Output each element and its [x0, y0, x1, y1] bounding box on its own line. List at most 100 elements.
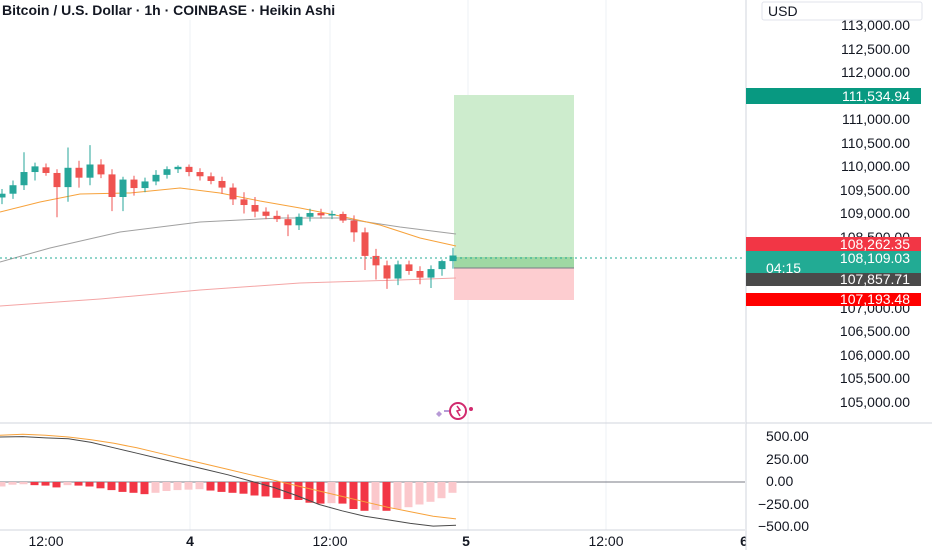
current-price-tag[interactable] [746, 251, 921, 273]
candle-down[interactable] [229, 187, 237, 200]
candle-down[interactable] [317, 213, 325, 216]
macd-histogram-bar [0, 482, 6, 487]
candle-down[interactable] [273, 215, 281, 220]
candle-down[interactable] [108, 174, 116, 198]
candle-up[interactable] [0, 193, 6, 198]
stop-price-tag[interactable] [746, 293, 921, 306]
candle-down[interactable] [97, 164, 105, 175]
time-label: 12:00 [312, 533, 347, 549]
candle-up[interactable] [141, 181, 149, 189]
candle-down[interactable] [218, 180, 226, 188]
macd-histogram-bar [151, 482, 160, 493]
candle-up[interactable] [438, 261, 446, 270]
macd-histogram-bar [338, 482, 347, 504]
candles-group [0, 145, 457, 289]
candle-down[interactable] [361, 232, 369, 256]
macd-histogram-bar [118, 482, 127, 492]
macd-line [0, 436, 457, 527]
candle-down[interactable] [185, 166, 193, 173]
macd-histogram-bar [283, 482, 292, 500]
time-label: 6 [740, 533, 748, 549]
candle-up[interactable] [119, 179, 127, 198]
candle-up[interactable] [64, 167, 72, 188]
macd-histogram-bar [415, 482, 424, 505]
candle-up[interactable] [20, 172, 28, 186]
macd-tick: 500.00 [766, 428, 809, 444]
candle-down[interactable] [383, 265, 391, 279]
candle-down[interactable] [262, 211, 270, 216]
macd-tick: 250.00 [766, 451, 809, 467]
macd-histogram-bar [206, 482, 215, 491]
candle-down[interactable] [251, 205, 259, 212]
macd-histogram-bar [140, 482, 149, 495]
ema-fast-line [0, 187, 457, 247]
candle-up[interactable] [163, 169, 171, 175]
candle-down[interactable] [207, 176, 215, 181]
macd-histogram-bar [96, 482, 105, 489]
candle-down[interactable] [416, 270, 424, 278]
macd-histogram-bar [173, 482, 182, 491]
macd-histogram-bar [52, 482, 61, 488]
candle-down[interactable] [75, 167, 83, 178]
macd-histogram-bar [85, 482, 94, 487]
price-tick: 113,000.00 [841, 17, 910, 33]
macd-histogram-bar [107, 482, 116, 491]
macd-histogram-bar [129, 482, 138, 493]
macd-histogram-bar [371, 482, 380, 510]
candle-down[interactable] [350, 220, 358, 233]
countdown-text: 04:15 [766, 260, 801, 276]
candle-down[interactable] [405, 264, 413, 271]
macd-histogram-bar [437, 482, 446, 499]
unit-box[interactable] [761, 1, 923, 21]
macd-histogram-bar [404, 482, 413, 508]
candle-up[interactable] [306, 213, 314, 217]
price-tick: 110,500.00 [841, 135, 910, 151]
candle-up[interactable] [86, 164, 94, 178]
candle-down[interactable] [339, 213, 347, 221]
macd-histogram-bar [448, 482, 457, 493]
candle-down[interactable] [53, 172, 61, 188]
macd-histogram-bar [228, 482, 237, 493]
candle-up[interactable] [328, 213, 336, 216]
price-tick: 110,000.00 [841, 158, 910, 174]
macd-histogram-bar [63, 482, 72, 486]
ema-slow-line [0, 217, 457, 263]
candle-down[interactable] [284, 219, 292, 226]
candle-up[interactable] [9, 185, 17, 194]
candle-up[interactable] [295, 216, 303, 226]
candle-down[interactable] [240, 199, 248, 206]
candle-up[interactable] [394, 264, 402, 279]
macd-histogram-bar [305, 482, 314, 503]
current-price-text: 108,109.03 [840, 250, 910, 266]
target-price-text: 111,534.94 [842, 88, 910, 104]
price-tick: 106,500.00 [840, 323, 910, 339]
candle-down[interactable] [130, 179, 138, 189]
candle-up[interactable] [427, 269, 435, 278]
candle-down[interactable] [372, 255, 380, 266]
macd-histogram-bar [393, 482, 402, 509]
entry-price-tag[interactable] [746, 273, 921, 286]
brand-logo-icon[interactable] [436, 402, 473, 420]
candle-up[interactable] [31, 166, 39, 173]
macd-histogram-bar [426, 482, 435, 502]
candle-down[interactable] [196, 172, 204, 177]
candle-up[interactable] [152, 174, 160, 182]
price-tick: 111,000.00 [842, 111, 910, 127]
macd-histogram-bar [360, 482, 369, 511]
target-price-tag[interactable] [746, 88, 921, 104]
candle-down[interactable] [42, 167, 50, 173]
macd-histogram-bar [41, 482, 50, 486]
macd-histogram-bar [184, 482, 193, 490]
macd-histogram-bar [349, 482, 358, 509]
candle-up[interactable] [449, 255, 457, 262]
profit-zone[interactable] [454, 95, 574, 268]
loss-zone[interactable] [454, 268, 574, 300]
macd-histogram-bar [162, 482, 171, 491]
macd-histogram-bar [30, 482, 39, 486]
upper-price-tag[interactable] [746, 237, 921, 251]
candle-up[interactable] [174, 166, 182, 170]
price-tick: 105,000.00 [840, 394, 910, 410]
macd-histogram-bar [294, 482, 303, 500]
price-tick: 105,500.00 [840, 370, 910, 386]
